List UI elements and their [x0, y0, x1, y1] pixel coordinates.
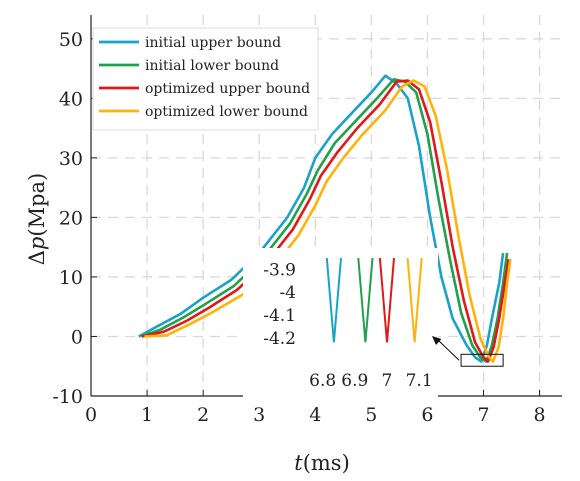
inset-series-line [378, 257, 395, 343]
inset-x-tick-label: 7 [382, 371, 393, 391]
x-tick-label: 8 [534, 404, 546, 426]
inset-y-tick-label: -4 [279, 283, 296, 303]
y-tick-label: 0 [71, 326, 83, 348]
legend-label: optimized lower bound [145, 104, 308, 120]
x-tick-label: 4 [309, 404, 321, 426]
x-tick-label: 1 [141, 404, 153, 426]
inset-series-line [325, 257, 342, 343]
inset-x-tick-label: 6.9 [341, 371, 368, 391]
x-tick-label: 2 [197, 404, 209, 426]
zoom-region-box [460, 353, 504, 367]
x-tick-label: 7 [477, 404, 489, 426]
y-axis-label: Δp(Mpa) [25, 173, 49, 265]
y-tick-label: -10 [52, 386, 83, 408]
zoom-arrow-head [432, 336, 442, 345]
zoom-annotation [432, 336, 504, 367]
legend-label: optimized upper bound [145, 81, 310, 97]
inset-y-tick-label: -4.1 [263, 306, 296, 326]
inset-series-line [406, 257, 423, 343]
series-line [141, 79, 510, 363]
inset-x-tick-label: 7.1 [406, 371, 433, 391]
inset-y-tick-label: -3.9 [263, 260, 296, 280]
y-tick-label: 50 [59, 29, 83, 51]
inset-x-tick-label: 6.8 [309, 371, 336, 391]
y-tick-label: 40 [59, 88, 83, 110]
x-tick-label: 0 [85, 404, 97, 426]
legend: initial upper bound initial lower bound op… [92, 27, 319, 131]
y-tick-label: 20 [59, 207, 83, 229]
inset-series-line [357, 257, 374, 343]
x-tick-label: 5 [365, 404, 377, 426]
y-tick-label: 30 [59, 148, 83, 170]
legend-label: initial upper bound [145, 35, 281, 51]
x-tick-label: 3 [253, 404, 265, 426]
legend-label: initial lower bound [145, 58, 279, 74]
legend-box [92, 27, 319, 131]
inset-zoom: -3.9 -4 -4.1 -4.2 6.8 6.9 7 7.1 [243, 248, 438, 398]
zoom-arrow-line [438, 340, 460, 361]
x-tick-label: 6 [421, 404, 433, 426]
x-axis-label: t(ms) [294, 451, 350, 475]
y-tick-label: 10 [59, 267, 83, 289]
series-line [138, 74, 505, 363]
inset-y-tick-label: -4.2 [263, 329, 296, 349]
